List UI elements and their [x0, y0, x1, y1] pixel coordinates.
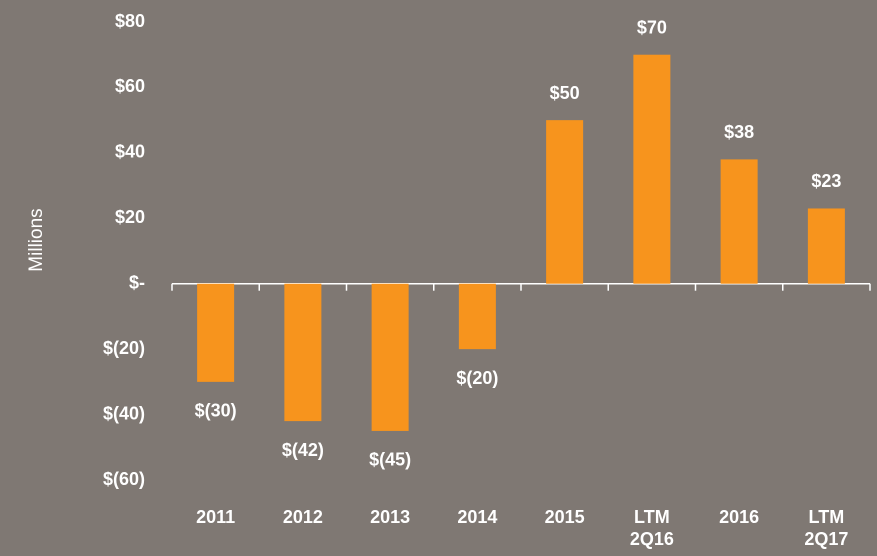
- y-tick-label: $(40): [103, 403, 145, 423]
- bar: [458, 283, 496, 350]
- bar: [720, 159, 758, 284]
- bar: [546, 120, 584, 284]
- value-label: $(30): [195, 401, 237, 421]
- value-label: $(45): [369, 450, 411, 470]
- value-label: $(20): [456, 368, 498, 388]
- y-tick-label: $(60): [103, 469, 145, 489]
- value-label: $70: [637, 17, 667, 37]
- x-tick-label: 2012: [282, 507, 323, 527]
- x-tick-label: 2014: [457, 507, 498, 527]
- y-tick-label: $(20): [103, 338, 145, 358]
- bar: [633, 54, 671, 284]
- y-tick-label: $80: [115, 11, 145, 31]
- y-tick-label: $-: [129, 272, 145, 292]
- y-tick-label: $20: [115, 207, 145, 227]
- bar: [807, 208, 845, 284]
- bar: [371, 283, 409, 431]
- value-label: $38: [724, 122, 754, 142]
- x-tick-label: LTM 2Q16: [629, 507, 674, 549]
- value-label: $23: [811, 171, 841, 191]
- x-tick-label: 2011: [196, 507, 236, 527]
- value-label: $50: [550, 83, 580, 103]
- x-tick-label: 2016: [719, 507, 760, 527]
- y-tick-label: $60: [115, 76, 145, 96]
- bar: [197, 283, 235, 382]
- y-tick-label: $40: [115, 142, 145, 162]
- x-tick-label: LTM 2Q17: [804, 507, 849, 549]
- bar: [284, 283, 322, 422]
- y-axis-label: Millions: [26, 208, 47, 271]
- x-tick-label: 2015: [544, 507, 585, 527]
- value-label: $(42): [282, 440, 324, 460]
- x-tick-label: 2013: [370, 507, 411, 527]
